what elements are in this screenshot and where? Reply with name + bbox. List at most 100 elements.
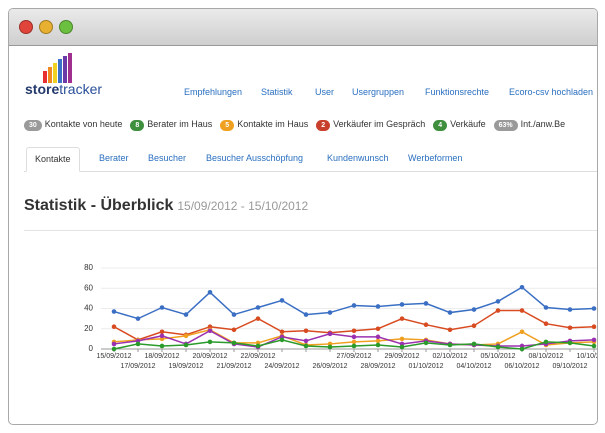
badge-count: 30	[24, 120, 42, 131]
y-tick-label: 60	[84, 283, 93, 292]
data-point	[255, 305, 261, 310]
data-point	[447, 342, 453, 348]
tab[interactable]: Besucher Ausschöpfung	[206, 153, 304, 163]
nav-link[interactable]: Statistik	[261, 87, 293, 97]
badge-label: Verkäufer im Gespräch	[333, 119, 426, 129]
data-point	[471, 341, 477, 347]
data-point	[159, 329, 165, 335]
x-tick-label: 26/09/2012	[312, 363, 347, 370]
data-point	[183, 333, 189, 339]
data-point	[519, 346, 525, 352]
x-tick-label: 18/09/2012	[144, 353, 179, 360]
badge[interactable]: 8 Berater im Haus	[130, 119, 212, 131]
logo[interactable]: storetracker	[25, 81, 102, 97]
tabs: Kontakte Berater Besucher Besucher Ausschöp…	[24, 147, 597, 172]
zoom-button[interactable]	[59, 20, 73, 34]
nav-link[interactable]: Empfehlungen	[184, 87, 243, 97]
badge[interactable]: 30 Kontakte von heute	[24, 119, 122, 131]
tab[interactable]: Berater	[99, 153, 129, 163]
data-point	[279, 329, 285, 335]
nav-link[interactable]: User	[315, 87, 335, 97]
data-point	[207, 290, 213, 295]
data-point	[519, 284, 525, 290]
data-point	[495, 299, 501, 304]
data-point	[111, 309, 117, 314]
x-tick-label: 04/10/2012	[456, 363, 491, 370]
data-point	[399, 336, 405, 342]
data-point	[591, 306, 597, 311]
data-point	[519, 308, 525, 313]
data-point	[543, 339, 549, 345]
badge-count: 5	[220, 120, 235, 131]
data-point	[543, 321, 549, 326]
data-point	[111, 324, 117, 330]
x-tick-label: 15/09/2012	[96, 353, 131, 360]
data-point	[351, 303, 357, 308]
data-point	[375, 334, 381, 340]
heading-range: 15/09/2012 - 15/10/2012	[177, 199, 309, 213]
x-tick-label: 01/10/2012	[408, 363, 443, 370]
nav-link[interactable]: Funktionsrechte	[425, 87, 490, 97]
data-point	[327, 310, 333, 315]
badge[interactable]: 5 Kontakte im Haus	[220, 119, 308, 131]
data-point	[471, 307, 477, 312]
data-point	[327, 331, 333, 337]
data-point	[543, 305, 549, 310]
data-point	[567, 340, 573, 346]
badge[interactable]: 2 Verkäufer im Gespräch	[316, 119, 425, 131]
window: storetracker Empfehlungen Statistik User Us…	[8, 8, 598, 425]
x-tick-label: 05/10/2012	[480, 353, 515, 360]
badge-count: 8	[130, 120, 145, 131]
data-point	[495, 344, 501, 350]
data-point	[567, 307, 573, 312]
data-point	[207, 328, 213, 334]
badge-count: 2	[316, 120, 331, 131]
data-point	[135, 316, 141, 321]
badge-count: 4	[433, 120, 448, 131]
chart: 0 20 40 60 80 15/09/2012 17/09/2012 18/09/2012 1…	[84, 263, 597, 370]
data-point	[375, 338, 381, 344]
data-point	[399, 316, 405, 321]
title-bar	[9, 9, 597, 46]
badge-label: Berater im Haus	[147, 119, 213, 129]
data-point	[303, 343, 309, 349]
y-tick-label: 0	[89, 344, 94, 353]
data-point	[591, 337, 597, 343]
x-tick-label: 28/09/2012	[360, 363, 395, 370]
badge[interactable]: 63% Int./anw.Be	[493, 119, 565, 131]
data-point	[399, 344, 405, 350]
data-point	[327, 344, 333, 350]
data-point	[255, 316, 261, 321]
logo-icon	[43, 53, 72, 83]
data-point	[447, 327, 453, 333]
x-tick-label: 22/09/2012	[240, 353, 275, 360]
nav-link[interactable]: Ecoro-csv hochladen	[509, 87, 594, 97]
y-tick-label: 40	[84, 304, 93, 313]
tab[interactable]: Werbeformen	[408, 153, 463, 163]
data-point	[231, 312, 237, 317]
minimize-button[interactable]	[39, 20, 53, 34]
data-point	[519, 329, 525, 335]
data-point	[303, 328, 309, 334]
data-point	[447, 310, 453, 315]
data-point	[159, 305, 165, 310]
badge[interactable]: 4 Verkäufe	[433, 119, 486, 131]
nav-link[interactable]: Usergruppen	[352, 87, 405, 97]
data-point	[351, 339, 357, 345]
data-point	[591, 324, 597, 330]
data-point	[159, 333, 165, 339]
x-tick-label: 19/09/2012	[168, 363, 203, 370]
data-point	[159, 343, 165, 349]
badge-row: 30 Kontakte von heute 8 Berater im Haus 5 Kon…	[24, 119, 565, 131]
data-point	[207, 339, 213, 345]
tab[interactable]: Kontakte	[26, 147, 80, 172]
data-point	[279, 337, 285, 343]
y-tick-label: 20	[84, 324, 93, 333]
tab[interactable]: Kundenwunsch	[327, 153, 389, 163]
data-point	[111, 346, 117, 352]
data-point	[351, 343, 357, 349]
data-point	[351, 334, 357, 340]
close-button[interactable]	[19, 20, 33, 34]
data-point	[303, 312, 309, 317]
tab[interactable]: Besucher	[148, 153, 187, 163]
